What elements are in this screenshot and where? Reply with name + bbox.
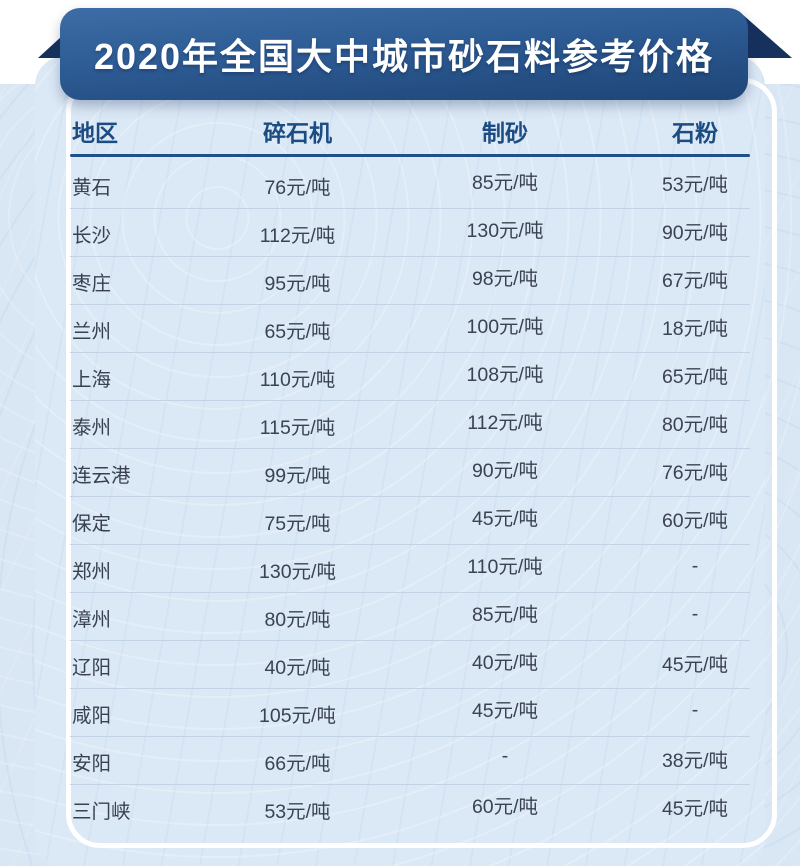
price-cell: 40元/吨 bbox=[264, 656, 331, 679]
price-cell: 108元/吨 bbox=[466, 363, 544, 386]
region-cell: 三门峡 bbox=[72, 800, 131, 823]
price-cell: 85元/吨 bbox=[471, 171, 539, 194]
page-title: 2020年全国大中城市砂石料参考价格 bbox=[93, 36, 715, 77]
region-cell: 连云港 bbox=[72, 464, 131, 487]
price-cell: 85元/吨 bbox=[471, 603, 539, 626]
column-header-1: 碎石机 bbox=[263, 120, 332, 146]
price-cell: - bbox=[691, 554, 699, 577]
table-row: 兰州 65元/吨 100元/吨 18元/吨 bbox=[70, 305, 790, 353]
price-cell: 45元/吨 bbox=[471, 699, 539, 722]
price-cell: 130元/吨 bbox=[259, 560, 336, 583]
price-cell: - bbox=[691, 602, 699, 625]
header-divider bbox=[70, 154, 750, 157]
table-row: 连云港 99元/吨 90元/吨 76元/吨 bbox=[70, 449, 790, 497]
price-cell: 130元/吨 bbox=[466, 219, 544, 242]
table-row: 枣庄 95元/吨 98元/吨 67元/吨 bbox=[70, 257, 790, 305]
table-body: 黄石 76元/吨 85元/吨 53元/吨 长沙 112元/吨 130元/吨 90元/吨 枣庄 95… bbox=[70, 157, 790, 833]
price-cell: 45元/吨 bbox=[661, 653, 729, 676]
table-row: 辽阳 40元/吨 40元/吨 45元/吨 bbox=[70, 641, 790, 689]
table-row: 保定 75元/吨 45元/吨 60元/吨 bbox=[70, 497, 790, 545]
price-cell: 80元/吨 bbox=[264, 608, 331, 631]
price-cell: 53元/吨 bbox=[661, 173, 729, 196]
region-cell: 上海 bbox=[72, 368, 112, 391]
region-cell: 长沙 bbox=[72, 224, 112, 247]
table-row: 黄石 76元/吨 85元/吨 53元/吨 bbox=[70, 161, 790, 209]
price-cell: 65元/吨 bbox=[264, 320, 331, 343]
price-cell: 98元/吨 bbox=[471, 267, 539, 290]
region-cell: 郑州 bbox=[72, 560, 112, 583]
column-header-0: 地区 bbox=[72, 120, 118, 146]
price-cell: 80元/吨 bbox=[661, 413, 729, 436]
table-header-row: 地区 碎石机 制砂 石粉 bbox=[70, 108, 790, 154]
price-cell: 40元/吨 bbox=[471, 651, 539, 674]
table-row: 上海 110元/吨 108元/吨 65元/吨 bbox=[70, 353, 790, 401]
table-row: 郑州 130元/吨 110元/吨 - bbox=[70, 545, 790, 593]
price-cell: - bbox=[501, 744, 509, 767]
price-cell: 75元/吨 bbox=[264, 512, 331, 535]
region-cell: 泰州 bbox=[72, 416, 112, 439]
price-cell: 105元/吨 bbox=[259, 704, 336, 727]
price-cell: 90元/吨 bbox=[661, 221, 729, 244]
price-cell: 112元/吨 bbox=[259, 224, 336, 247]
price-cell: 110元/吨 bbox=[259, 368, 336, 391]
column-header-2: 制砂 bbox=[482, 120, 528, 146]
price-cell: 110元/吨 bbox=[467, 555, 543, 578]
price-cell: 99元/吨 bbox=[264, 464, 331, 487]
price-table: 地区 碎石机 制砂 石粉 黄石 76元/吨 85元/吨 53元/吨 长沙 112元/吨 130元/… bbox=[70, 108, 790, 833]
table-row: 咸阳 105元/吨 45元/吨 - bbox=[70, 689, 790, 737]
price-cell: 90元/吨 bbox=[471, 459, 539, 482]
table-row: 泰州 115元/吨 112元/吨 80元/吨 bbox=[70, 401, 790, 449]
table-row: 长沙 112元/吨 130元/吨 90元/吨 bbox=[70, 209, 790, 257]
region-cell: 枣庄 bbox=[72, 272, 112, 295]
price-cell: 65元/吨 bbox=[661, 365, 729, 388]
price-cell: 115元/吨 bbox=[259, 416, 336, 439]
price-cell: - bbox=[691, 698, 699, 721]
price-cell: 66元/吨 bbox=[264, 752, 331, 775]
price-cell: 60元/吨 bbox=[471, 795, 539, 818]
table-row: 安阳 66元/吨 - 38元/吨 bbox=[70, 737, 790, 785]
price-cell: 67元/吨 bbox=[661, 269, 729, 292]
region-cell: 咸阳 bbox=[72, 704, 112, 727]
price-cell: 95元/吨 bbox=[264, 272, 331, 295]
region-cell: 漳州 bbox=[72, 608, 112, 631]
price-cell: 76元/吨 bbox=[661, 461, 729, 484]
price-cell: 45元/吨 bbox=[471, 507, 539, 530]
region-cell: 辽阳 bbox=[72, 656, 112, 679]
price-cell: 45元/吨 bbox=[661, 797, 729, 820]
price-cell: 38元/吨 bbox=[661, 749, 729, 772]
title-banner: 2020年全国大中城市砂石料参考价格 bbox=[60, 8, 748, 100]
price-cell: 53元/吨 bbox=[264, 800, 331, 823]
region-cell: 安阳 bbox=[72, 752, 112, 775]
region-cell: 黄石 bbox=[72, 176, 112, 199]
content-card bbox=[35, 56, 765, 866]
region-cell: 兰州 bbox=[72, 320, 112, 343]
price-cell: 60元/吨 bbox=[661, 509, 729, 532]
price-cell: 18元/吨 bbox=[661, 317, 729, 340]
price-cell: 76元/吨 bbox=[264, 176, 331, 199]
column-header-3: 石粉 bbox=[672, 120, 718, 146]
price-cell: 112元/吨 bbox=[467, 411, 543, 434]
region-cell: 保定 bbox=[72, 512, 112, 535]
price-cell: 100元/吨 bbox=[466, 315, 544, 338]
table-row: 三门峡 53元/吨 60元/吨 45元/吨 bbox=[70, 785, 790, 833]
table-row: 漳州 80元/吨 85元/吨 - bbox=[70, 593, 790, 641]
